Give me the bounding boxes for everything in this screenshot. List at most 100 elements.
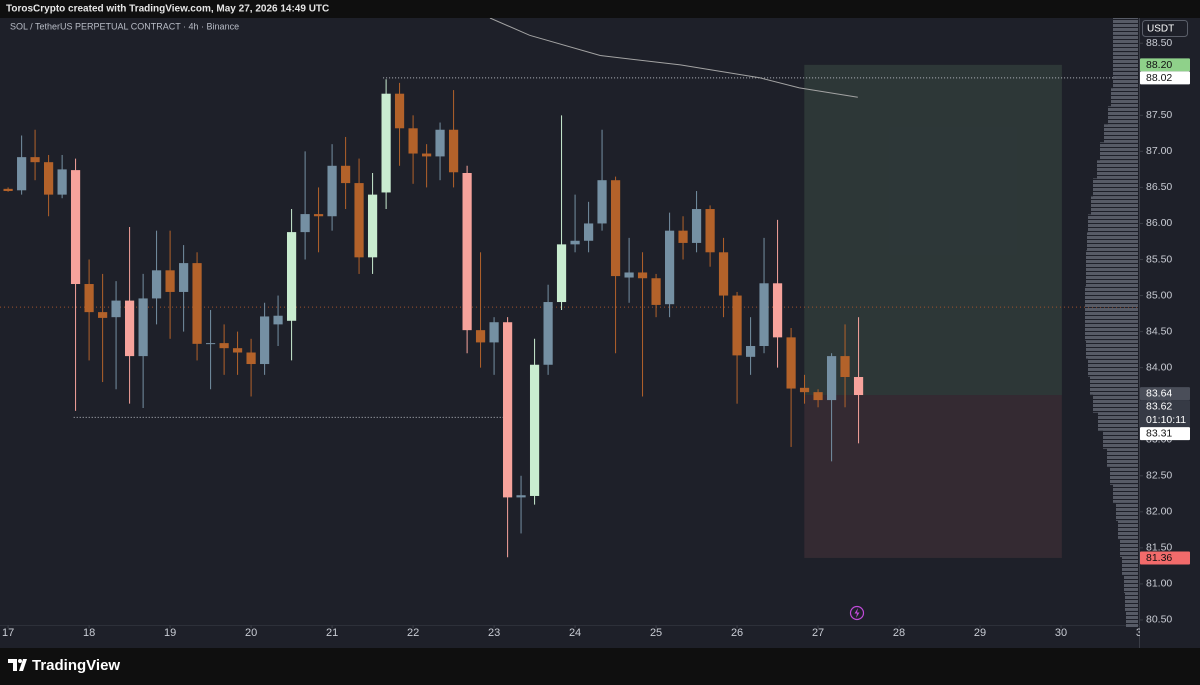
candle-body bbox=[584, 223, 594, 241]
candle-body bbox=[43, 162, 54, 195]
x-tick-label: 25 bbox=[650, 627, 662, 639]
volume-profile-bar bbox=[1118, 520, 1138, 539]
candle-body bbox=[192, 263, 202, 344]
price-label: 81.36 bbox=[1146, 552, 1172, 564]
price-label: 83.62 bbox=[1146, 401, 1172, 413]
volume-profile-bar bbox=[1124, 574, 1138, 593]
candle-body bbox=[30, 157, 40, 163]
candle-body bbox=[826, 356, 837, 401]
x-tick-label: 27 bbox=[812, 627, 824, 639]
logo-dot bbox=[18, 659, 22, 663]
candle-body bbox=[556, 244, 567, 303]
y-tick-label: 82.50 bbox=[1146, 470, 1172, 482]
candle-body bbox=[232, 348, 243, 353]
volume-profile-bar bbox=[1086, 340, 1138, 359]
candle-body bbox=[165, 270, 175, 292]
y-tick-label: 86.00 bbox=[1146, 217, 1172, 229]
candle-body bbox=[327, 165, 337, 217]
candle-body bbox=[179, 263, 189, 292]
candle-body bbox=[516, 495, 526, 498]
volume-profile-bar bbox=[1120, 538, 1138, 557]
candle-body bbox=[529, 364, 540, 496]
position-loss-zone bbox=[804, 395, 1062, 558]
candle-body bbox=[597, 180, 607, 224]
credit: TorosCrypto created with TradingView.com… bbox=[6, 4, 329, 15]
brand: TradingView bbox=[32, 657, 120, 674]
candle-body bbox=[462, 172, 472, 331]
candle-body bbox=[57, 169, 67, 195]
candle-body bbox=[705, 209, 715, 253]
price-label-box bbox=[1140, 400, 1190, 428]
price-label-box bbox=[1140, 427, 1190, 441]
x-tick-label: 18 bbox=[83, 627, 95, 639]
volume-profile-bar bbox=[1122, 556, 1138, 575]
candle-body bbox=[503, 322, 513, 498]
price-label-box bbox=[1140, 387, 1190, 401]
volume-profile-bar bbox=[1088, 358, 1138, 377]
volume-profile-bar bbox=[1107, 448, 1138, 467]
x-tick-label: 21 bbox=[326, 627, 338, 639]
price-label-box bbox=[1140, 58, 1190, 72]
x-tick-label: 24 bbox=[569, 627, 581, 639]
candle-body bbox=[300, 214, 310, 233]
countdown: 01:10:11 bbox=[1146, 414, 1186, 426]
candle-body bbox=[772, 283, 783, 338]
bottom-bar bbox=[0, 648, 1200, 685]
price-label-box bbox=[1140, 551, 1190, 565]
volume-profile-bar bbox=[1111, 88, 1138, 107]
volume-profile-bar bbox=[1088, 214, 1138, 233]
candle-body bbox=[718, 252, 729, 296]
y-tick-label: 84.50 bbox=[1146, 325, 1172, 337]
candle-body bbox=[17, 157, 27, 191]
y-tick-label: 88.50 bbox=[1146, 37, 1172, 49]
candle-body bbox=[448, 129, 459, 173]
event-marker bbox=[849, 605, 865, 621]
currency: USDT bbox=[1147, 24, 1174, 35]
y-tick-label: 81.00 bbox=[1146, 578, 1172, 590]
y-tick-label: 87.50 bbox=[1146, 109, 1172, 121]
price-label: 83.31 bbox=[1146, 428, 1172, 440]
volume-profile-bar bbox=[1113, 484, 1138, 503]
candle-body bbox=[367, 194, 378, 258]
candle-body bbox=[219, 343, 229, 349]
volume-profile-bar bbox=[1113, 52, 1138, 71]
volume-profile-bar bbox=[1126, 610, 1138, 629]
candle-body bbox=[422, 153, 432, 157]
price-label: 88.02 bbox=[1146, 72, 1172, 84]
candle-body bbox=[570, 240, 580, 245]
volume-profile-bar bbox=[1113, 34, 1138, 53]
y-tick-label: 81.50 bbox=[1146, 542, 1172, 554]
candle-body bbox=[759, 283, 769, 347]
candle-body bbox=[678, 230, 688, 243]
candle-body bbox=[840, 356, 850, 378]
candle-body bbox=[138, 298, 148, 357]
x-tick-label: 26 bbox=[731, 627, 743, 639]
price-label-box bbox=[1140, 71, 1190, 85]
candle-body bbox=[151, 270, 162, 299]
candle-body bbox=[273, 315, 283, 325]
plot-area bbox=[0, 18, 1138, 558]
volume-profile-bar bbox=[1103, 430, 1138, 449]
volume-profile-bar bbox=[1087, 232, 1138, 251]
y-tick-label: 87.00 bbox=[1146, 145, 1172, 157]
y-tick-label: 80.50 bbox=[1146, 614, 1172, 626]
candle-body bbox=[664, 230, 675, 305]
candle-body bbox=[489, 322, 499, 343]
candle-body bbox=[381, 93, 391, 193]
x-tick-label: 30 bbox=[1055, 627, 1067, 639]
x-tick-label: 22 bbox=[407, 627, 419, 639]
position-profit-zone bbox=[804, 64, 1062, 396]
volume-profile-bar bbox=[1093, 394, 1138, 413]
candle-body bbox=[3, 188, 13, 192]
candle-body bbox=[394, 93, 405, 129]
volume-profile-bar bbox=[1116, 502, 1138, 521]
candle-body bbox=[543, 302, 553, 365]
y-tick-label: 85.50 bbox=[1146, 253, 1172, 265]
candle-body bbox=[313, 214, 324, 217]
price-axis: 80.5081.0081.5082.0082.5083.0083.5084.00… bbox=[1140, 37, 1190, 626]
brand-logo bbox=[8, 659, 27, 671]
candle-body bbox=[286, 232, 297, 321]
volume-profile bbox=[1085, 16, 1138, 629]
y-tick-label: 86.50 bbox=[1146, 181, 1172, 193]
